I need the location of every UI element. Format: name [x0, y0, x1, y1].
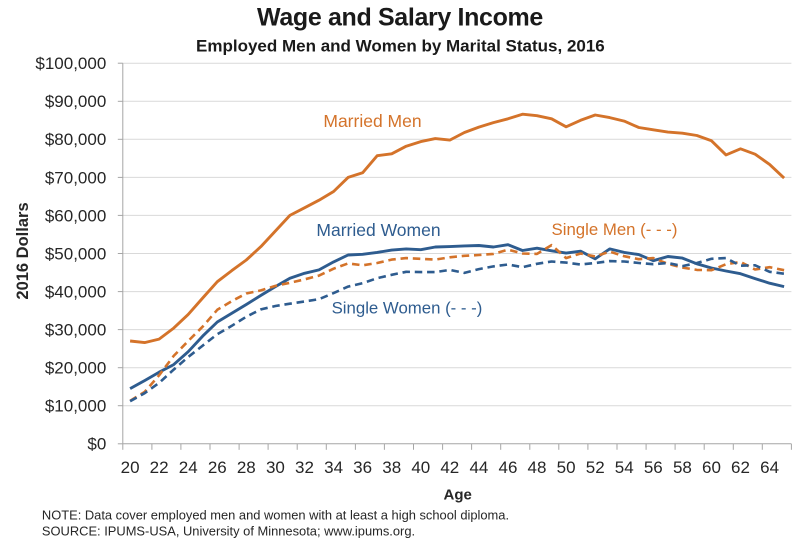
svg-text:48: 48: [528, 458, 547, 477]
svg-text:$10,000: $10,000: [45, 397, 106, 416]
svg-text:22: 22: [150, 458, 169, 477]
svg-text:20: 20: [121, 458, 140, 477]
svg-text:30: 30: [266, 458, 285, 477]
svg-text:44: 44: [469, 458, 488, 477]
svg-text:$60,000: $60,000: [45, 206, 106, 225]
svg-text:28: 28: [237, 458, 256, 477]
svg-text:$30,000: $30,000: [45, 321, 106, 340]
svg-text:Employed Men and Women by Mari: Employed Men and Women by Marital Status…: [196, 37, 605, 56]
svg-text:64: 64: [760, 458, 779, 477]
svg-text:$80,000: $80,000: [45, 130, 106, 149]
svg-text:$100,000: $100,000: [35, 54, 106, 73]
svg-text:Single Men (- - -): Single Men (- - -): [552, 220, 678, 239]
svg-text:$90,000: $90,000: [45, 92, 106, 111]
svg-text:26: 26: [208, 458, 227, 477]
svg-text:$20,000: $20,000: [45, 359, 106, 378]
svg-text:36: 36: [353, 458, 372, 477]
svg-text:40: 40: [411, 458, 430, 477]
svg-text:$70,000: $70,000: [45, 168, 106, 187]
svg-text:$0: $0: [87, 435, 106, 454]
svg-text:60: 60: [702, 458, 721, 477]
svg-text:Married Women: Married Women: [316, 220, 440, 240]
svg-text:NOTE: Data cover employed men: NOTE: Data cover employed men and women …: [42, 508, 509, 523]
svg-text:52: 52: [586, 458, 605, 477]
svg-text:62: 62: [731, 458, 750, 477]
svg-text:24: 24: [179, 458, 198, 477]
svg-text:Wage and Salary Income: Wage and Salary Income: [257, 4, 543, 32]
svg-text:Age: Age: [444, 487, 472, 504]
svg-text:42: 42: [440, 458, 459, 477]
svg-text:SOURCE: IPUMS-USA, University: SOURCE: IPUMS-USA, University of Minneso…: [42, 523, 415, 538]
svg-text:2016 Dollars: 2016 Dollars: [14, 202, 32, 299]
svg-text:56: 56: [644, 458, 663, 477]
svg-text:54: 54: [615, 458, 634, 477]
svg-text:34: 34: [324, 458, 343, 477]
svg-text:38: 38: [382, 458, 401, 477]
svg-text:32: 32: [295, 458, 314, 477]
svg-text:58: 58: [673, 458, 692, 477]
svg-text:46: 46: [499, 458, 518, 477]
svg-text:Single Women (- - -): Single Women (- - -): [332, 299, 483, 318]
svg-text:50: 50: [557, 458, 576, 477]
svg-text:$50,000: $50,000: [45, 244, 106, 263]
svg-text:Married Men: Married Men: [323, 111, 421, 131]
svg-text:$40,000: $40,000: [45, 283, 106, 302]
